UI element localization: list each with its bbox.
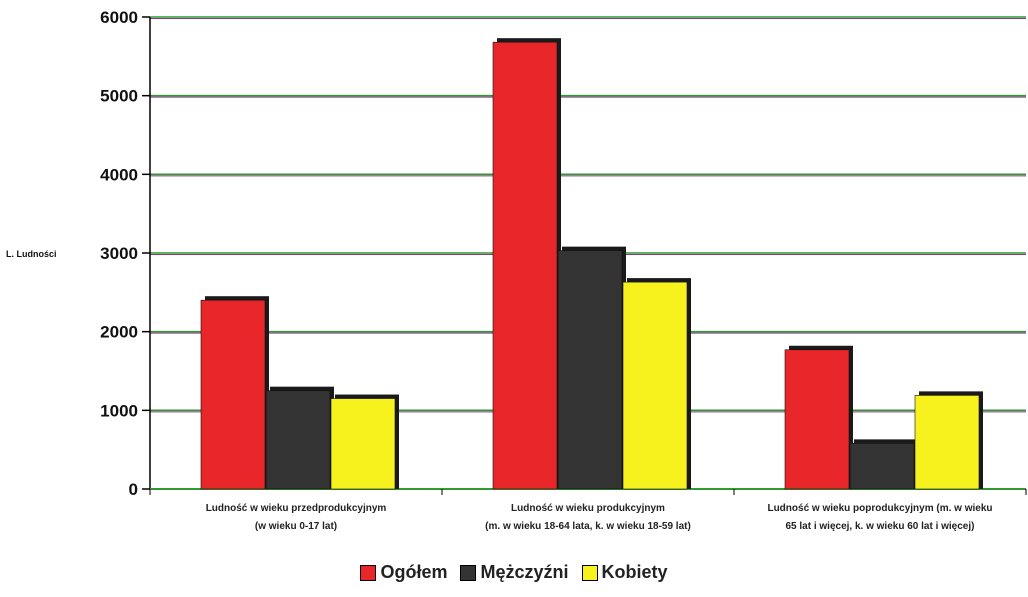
x-category-label: Ludność w wieku produkcyjnym (511, 503, 665, 514)
y-axis-label: L. Ludności (6, 249, 57, 259)
bar (492, 41, 558, 490)
y-tick-label: 4000 (100, 165, 138, 184)
legend-label-ogolem: Ogółem (380, 562, 448, 582)
bar (914, 395, 980, 490)
legend-label-kobiety: Kobiety (601, 562, 668, 582)
x-category-label: (m. w wieku 18-64 lata, k. w wieku 18-59… (485, 521, 691, 532)
legend-item-mezczyzni: Mężczyźni (460, 562, 569, 583)
x-category-label: Ludność w wieku poprodukcyjnym (m. w wie… (767, 503, 992, 514)
bar (557, 250, 623, 490)
legend-swatch-mezczyzni (460, 564, 477, 581)
legend-swatch-ogolem (360, 564, 377, 581)
y-tick-label: 5000 (100, 87, 138, 106)
y-tick-label: 0 (129, 480, 138, 499)
bar (784, 349, 850, 490)
legend-item-kobiety: Kobiety (581, 562, 668, 583)
y-tick-label: 1000 (100, 401, 138, 420)
legend-label-mezczyzni: Mężczyźni (480, 562, 569, 582)
bar (265, 390, 331, 490)
legend-swatch-kobiety (581, 564, 598, 581)
y-tick-label: 2000 (100, 323, 138, 342)
bar (622, 281, 688, 490)
x-category-label: (w wieku 0-17 lat) (255, 521, 337, 532)
legend: Ogółem Mężczyźni Kobiety (0, 562, 1028, 586)
y-tick-label: 3000 (100, 244, 138, 263)
bar (330, 398, 396, 490)
legend-item-ogolem: Ogółem (360, 562, 447, 583)
bar (849, 443, 915, 490)
label-layer: 0 1000 2000 3000 4000 5000 6000 L. Ludności Ludn… (6, 8, 993, 532)
x-category-label: 65 lat i więcej, k. w wieku 60 lat i wię… (786, 521, 975, 532)
x-category-label: Ludność w wieku przedprodukcyjnym (206, 503, 387, 514)
y-tick-label: 6000 (100, 8, 138, 27)
bar (200, 299, 266, 490)
bar-layer (200, 38, 983, 490)
